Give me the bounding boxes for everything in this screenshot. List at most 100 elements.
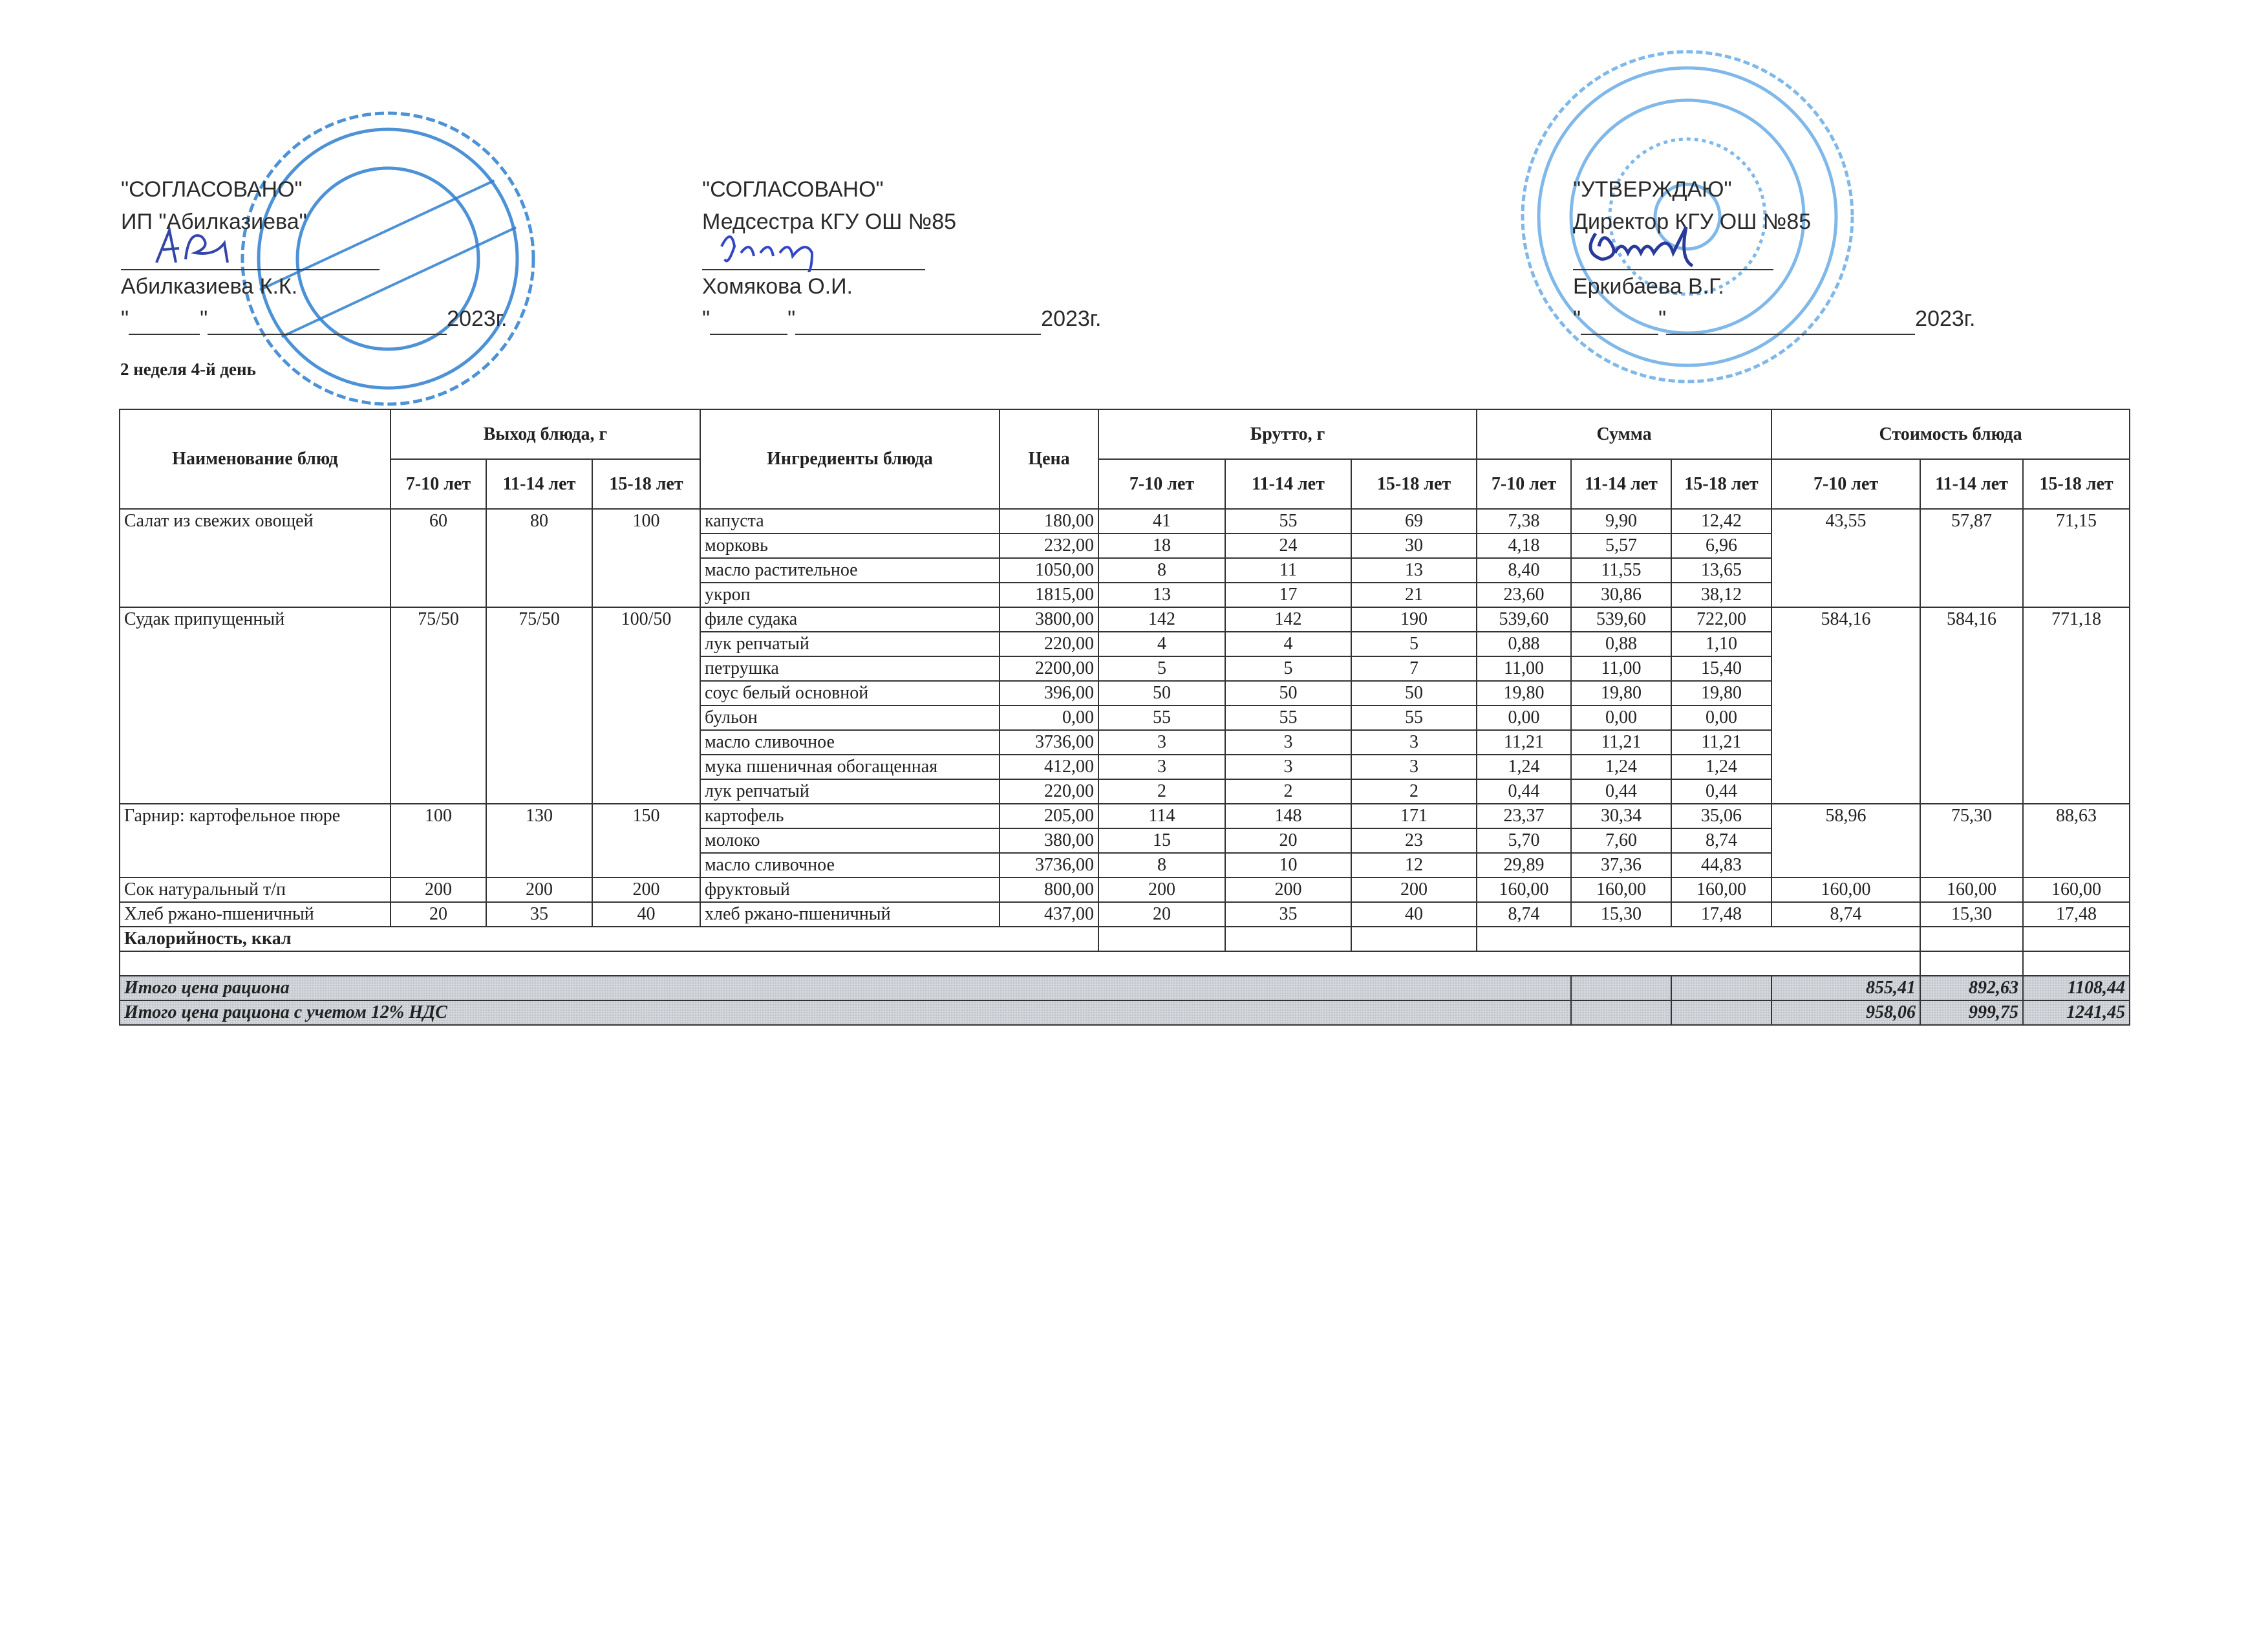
table-row: Сок натуральный т/п 200 200 200 фруктовый 800… (119, 877, 2131, 903)
ingredient-name: масло растительное (700, 557, 1001, 583)
ingredient-brutto: 8 (1098, 852, 1226, 878)
empty-cell (1920, 926, 2024, 952)
signature-mark (720, 235, 814, 272)
ingredient-price: 412,00 (999, 754, 1100, 780)
approval-position: Директор КГУ ОШ №85 (1573, 210, 1812, 234)
signature-line (121, 226, 380, 270)
date-day-blank (129, 314, 200, 335)
table-row: лук репчатый 220,00 2 2 2 0,44 0,44 0,44 (120, 779, 2130, 804)
dish-cost: 75,30 (1920, 803, 2024, 878)
calories-15-18 (1351, 926, 1478, 952)
ingredient-brutto: 50 (1098, 680, 1226, 706)
ingredient-brutto: 23 (1351, 828, 1478, 854)
ingredient-brutto: 142 (1225, 607, 1353, 632)
ingredient-price: 3736,00 (999, 852, 1100, 878)
ingredient-name: морковь (700, 533, 1001, 559)
header-cost: Стоимость блюда (1771, 409, 2131, 460)
ingredient-brutto: 12 (1351, 852, 1478, 878)
ingredient-sum: 0,88 (1476, 631, 1572, 657)
ingredient-brutto: 41 (1098, 508, 1226, 534)
ingredient-brutto: 55 (1225, 508, 1353, 534)
dish-cost: 57,87 (1920, 508, 2024, 608)
dish-yield: 75/50 (390, 607, 487, 804)
empty-cell (1920, 951, 2024, 976)
calories-11-14 (1225, 926, 1353, 952)
total-vat-label: Итого цена рациона с учетом 12% НДС (118, 1000, 1572, 1026)
ingredient-brutto: 2 (1225, 779, 1353, 804)
ingredient-sum: 1,10 (1671, 631, 1773, 657)
table-row: Судак припущенный 75/50 75/50 100/50 филе су… (119, 607, 2131, 804)
ingredient-sum: 38,12 (1671, 582, 1773, 608)
ingredient-name: капуста (700, 508, 1001, 534)
empty-cell (2022, 926, 2131, 952)
ingredient-name: лук репчатый (700, 779, 1001, 804)
ingredient-brutto: 69 (1351, 508, 1478, 534)
ingredient-sum: 0,00 (1671, 705, 1773, 731)
ingredient-sum: 11,21 (1476, 729, 1572, 755)
approval-position: ИП "Абилказиева" (121, 210, 307, 234)
ingredient-brutto: 4 (1098, 631, 1226, 657)
ingredient-sum: 0,00 (1570, 705, 1673, 731)
dish-yield: 100/50 (591, 607, 701, 804)
ingredient-price: 800,00 (999, 877, 1100, 903)
ingredient-brutto: 2 (1098, 779, 1226, 804)
approval-title: "СОГЛАСОВАНО" (121, 177, 303, 202)
dish-cost: 17,48 (2022, 901, 2131, 927)
approval-block-director: "УТВЕРЖДАЮ" Директор КГУ ОШ №85 Еркибаев… (1573, 173, 1976, 335)
ingredient-price: 1050,00 (999, 557, 1100, 583)
dish-yield: 200 (591, 877, 701, 903)
empty-cell (1671, 1000, 1773, 1026)
ingredient-sum: 1,24 (1570, 754, 1673, 780)
ingredient-sum: 37,36 (1570, 852, 1673, 878)
date-month-blank (208, 314, 447, 335)
ingredient-price: 396,00 (999, 680, 1100, 706)
ingredient-price: 437,00 (999, 901, 1100, 927)
menu-table: Наименование блюд Выход блюда, г Ингреди… (118, 409, 2131, 1026)
ingredient-brutto: 35 (1225, 901, 1353, 927)
ingredient-sum: 11,21 (1570, 729, 1673, 755)
date-day-blank (1581, 314, 1659, 335)
ingredient-sum: 539,60 (1570, 607, 1673, 632)
ingredient-sum: 0,44 (1671, 779, 1773, 804)
ingredient-sum: 722,00 (1671, 607, 1773, 632)
header-dish: Наименование блюд (119, 409, 391, 510)
ingredient-brutto: 55 (1098, 705, 1226, 731)
ingredient-brutto: 13 (1351, 557, 1478, 583)
dish-yield: 40 (591, 901, 701, 927)
dish-name: Хлеб ржано-пшеничный (119, 901, 391, 927)
ingredient-brutto: 171 (1351, 803, 1478, 829)
ingredient-brutto: 200 (1351, 877, 1478, 903)
ingredient-sum: 11,00 (1570, 656, 1673, 682)
ingredient-sum: 29,89 (1476, 852, 1572, 878)
signature-line (1573, 226, 1773, 270)
ingredient-brutto: 3 (1225, 754, 1353, 780)
approval-year: 2023г. (1915, 307, 1976, 331)
ingredient-brutto: 24 (1225, 533, 1353, 559)
ingredient-brutto: 50 (1351, 680, 1478, 706)
ingredient-price: 0,00 (999, 705, 1100, 731)
dish-name: Салат из свежих овощей (119, 508, 391, 608)
ingredient-sum: 23,37 (1476, 803, 1572, 829)
header-cost-age: 15-18 лет (2022, 458, 2131, 510)
ingredient-brutto: 10 (1225, 852, 1353, 878)
ingredient-brutto: 7 (1351, 656, 1478, 682)
ingredient-brutto: 15 (1098, 828, 1226, 854)
ingredient-brutto: 5 (1225, 656, 1353, 682)
date-quote: " (200, 307, 208, 331)
date-quote: " (121, 307, 129, 331)
date-quote: " (702, 307, 711, 331)
total-vat-value: 999,75 (1920, 1000, 2024, 1026)
approval-name: Еркибаева В.Г. (1573, 274, 1724, 299)
ingredient-brutto: 190 (1351, 607, 1478, 632)
ingredient-name: картофель (700, 803, 1001, 829)
ingredient-name: масло сливочное (700, 852, 1001, 878)
ingredient-sum: 17,48 (1671, 901, 1773, 927)
ingredient-sum: 13,65 (1671, 557, 1773, 583)
ingredient-brutto: 5 (1351, 631, 1478, 657)
empty-cell (1476, 926, 1921, 952)
ingredient-sum: 160,00 (1671, 877, 1773, 903)
ingredient-brutto: 148 (1225, 803, 1353, 829)
table-row: петрушка 2200,00 5 5 7 11,00 11,00 15,40 (120, 656, 2130, 682)
ingredient-brutto: 17 (1225, 582, 1353, 608)
total-label: Итого цена рациона (118, 975, 1572, 1001)
